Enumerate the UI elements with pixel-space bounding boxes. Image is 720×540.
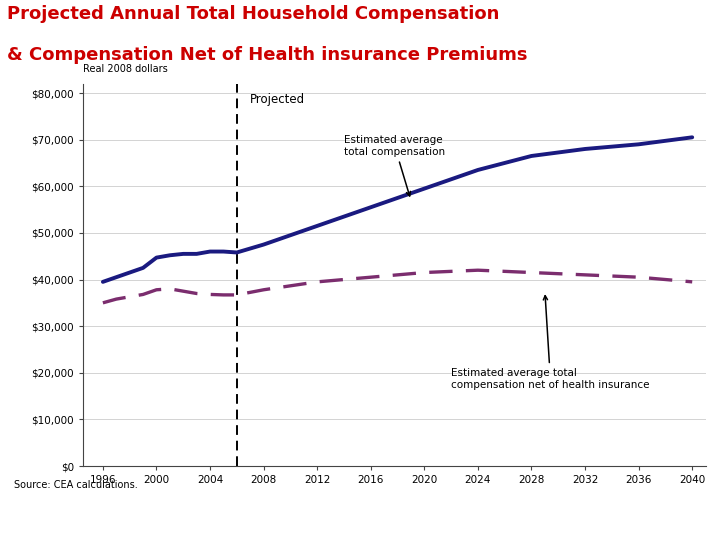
Text: Real 2008 dollars: Real 2008 dollars xyxy=(83,64,168,74)
Text: Source: CEA calculations.: Source: CEA calculations. xyxy=(14,480,138,490)
Text: & Compensation Net of Health insurance Premiums: & Compensation Net of Health insurance P… xyxy=(7,46,528,64)
Text: Brian Klepper, PhD: Brian Klepper, PhD xyxy=(11,513,140,526)
Text: Estimated average
total compensation: Estimated average total compensation xyxy=(344,135,445,196)
Text: Page 11: Page 11 xyxy=(653,513,709,526)
Text: Projected: Projected xyxy=(251,93,305,106)
Text: Estimated average total
compensation net of health insurance: Estimated average total compensation net… xyxy=(451,296,649,390)
Text: Projected Annual Total Household Compensation: Projected Annual Total Household Compens… xyxy=(7,5,500,23)
